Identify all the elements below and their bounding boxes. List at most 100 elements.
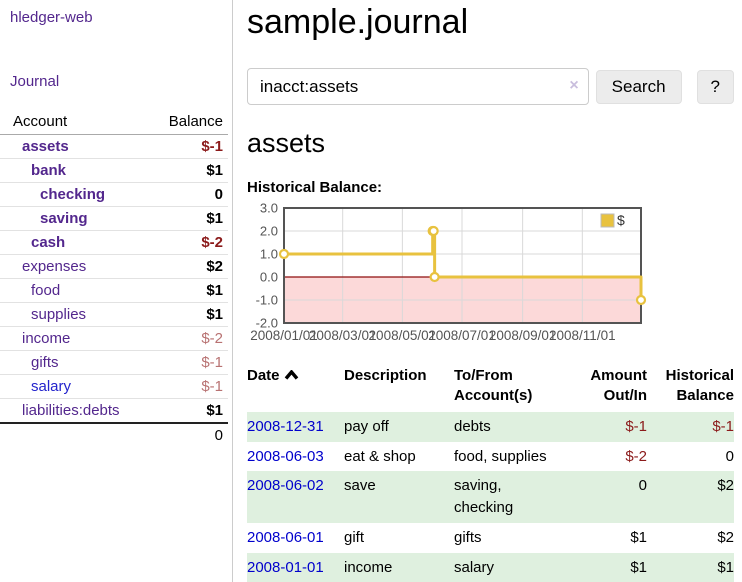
register-row: 2008-06-01 gift gifts $1 $2 bbox=[247, 523, 734, 553]
account-balance: $1 bbox=[142, 278, 228, 303]
sidebar-account-link[interactable]: food bbox=[31, 282, 61, 299]
transaction-accounts: gifts bbox=[454, 528, 482, 546]
sidebar: hledger-web Journal Account Balance asse… bbox=[0, 0, 233, 582]
transaction-balance: $1 bbox=[717, 558, 734, 576]
svg-text:-2.0: -2.0 bbox=[256, 316, 278, 331]
transaction-balance: 0 bbox=[725, 447, 734, 465]
account-balance: $2 bbox=[142, 254, 228, 279]
account-balance: $1 bbox=[142, 302, 228, 327]
account-balance: $-1 bbox=[142, 350, 228, 375]
transaction-accounts: food, supplies bbox=[454, 447, 547, 465]
column-header-balance: Historical Balance bbox=[665, 367, 734, 404]
chart-title: Historical Balance: bbox=[247, 179, 383, 196]
chart-svg: $3.0 2.0 1.0 0.0 -1.0 -2.02008/01/012008/03/0… bbox=[250, 201, 647, 343]
sidebar-account-link[interactable]: saving bbox=[40, 210, 88, 227]
transaction-balance: $2 bbox=[717, 477, 734, 495]
accounts-table: Account Balance assets $-1 bank $1 checking 0… bbox=[0, 110, 228, 447]
historical-balance-chart: $3.0 2.0 1.0 0.0 -1.0 -2.0 2008/01/01 2008/03/0… bbox=[247, 201, 734, 355]
sidebar-account-link[interactable]: gifts bbox=[31, 354, 59, 371]
column-header-date[interactable]: Date bbox=[247, 362, 344, 412]
svg-text:2008/05/01: 2008/05/01 bbox=[369, 328, 437, 343]
svg-text:2.0: 2.0 bbox=[260, 224, 278, 239]
account-balance: 0 bbox=[142, 182, 228, 207]
register-header-row: Date Description To/From Account(s) Amou… bbox=[247, 362, 734, 412]
transaction-description: pay off bbox=[344, 417, 389, 435]
account-balance: $-2 bbox=[142, 230, 228, 255]
account-row: assets $-1 bbox=[0, 134, 228, 159]
main-content: sample.journal × Search ? assets Histori… bbox=[247, 0, 742, 582]
transaction-amount: $1 bbox=[630, 528, 647, 546]
transaction-date-link[interactable]: 2008-06-02 bbox=[247, 477, 324, 495]
accounts-total-row: 0 bbox=[0, 422, 228, 447]
accounts-header-account: Account bbox=[0, 110, 143, 135]
sidebar-account-link[interactable]: expenses bbox=[22, 258, 87, 275]
register-row: 2008-06-03 eat & shop food, supplies $-2 0 bbox=[247, 442, 734, 472]
register-row: 2008-01-01 income salary $1 $1 bbox=[247, 552, 734, 582]
sidebar-account-link[interactable]: income bbox=[22, 330, 71, 347]
sort-ascending-icon bbox=[284, 366, 299, 386]
search-bar: × Search ? bbox=[247, 68, 734, 105]
accounts-header-balance: Balance bbox=[142, 110, 228, 135]
account-balance: $-1 bbox=[142, 134, 228, 159]
transaction-date-link[interactable]: 2008-06-01 bbox=[247, 528, 324, 546]
account-row: saving $1 bbox=[0, 206, 228, 231]
account-row: salary $-1 bbox=[0, 374, 228, 399]
transaction-description: eat & shop bbox=[344, 447, 416, 465]
register-table: Date Description To/From Account(s) Amou… bbox=[247, 362, 734, 582]
help-button[interactable]: ? bbox=[696, 69, 734, 104]
transaction-date-link[interactable]: 2008-01-01 bbox=[247, 558, 324, 576]
transaction-description: income bbox=[344, 558, 393, 576]
svg-text:0.0: 0.0 bbox=[260, 270, 278, 285]
account-row: checking 0 bbox=[0, 182, 228, 207]
sidebar-account-link[interactable]: salary bbox=[31, 378, 72, 395]
svg-text:3.0: 3.0 bbox=[260, 201, 278, 216]
accounts-total-value: 0 bbox=[142, 422, 228, 447]
transaction-balance: $-1 bbox=[712, 417, 734, 435]
register-row: 2008-06-02 save saving, checking 0 $2 bbox=[247, 471, 734, 523]
account-row: supplies $1 bbox=[0, 302, 228, 327]
account-balance: $-2 bbox=[142, 326, 228, 351]
search-button[interactable]: Search bbox=[595, 69, 682, 104]
sidebar-account-link[interactable]: liabilities:debts bbox=[22, 402, 120, 419]
svg-text:2008/11/01: 2008/11/01 bbox=[549, 328, 616, 343]
transaction-amount: $-1 bbox=[625, 417, 647, 435]
register-row: 2008-12-31 pay off debts $-1 $-1 bbox=[247, 411, 734, 442]
column-header-accounts: To/From Account(s) bbox=[454, 367, 533, 404]
sidebar-account-link[interactable]: cash bbox=[31, 234, 66, 251]
svg-text:2008/09/01: 2008/09/01 bbox=[489, 328, 557, 343]
sidebar-item-journal[interactable]: Journal bbox=[10, 73, 60, 90]
search-input[interactable] bbox=[247, 68, 589, 105]
account-row: liabilities:debts $1 bbox=[0, 398, 228, 424]
accounts-header-row: Account Balance bbox=[0, 110, 228, 135]
sidebar-account-link[interactable]: assets bbox=[22, 138, 69, 155]
transaction-accounts: debts bbox=[454, 417, 491, 435]
clear-search-icon[interactable]: × bbox=[569, 77, 579, 94]
account-row: gifts $-1 bbox=[0, 350, 228, 375]
svg-text:1.0: 1.0 bbox=[260, 247, 278, 262]
account-row: income $-2 bbox=[0, 326, 228, 351]
svg-text:2008/03/01: 2008/03/01 bbox=[309, 328, 377, 343]
transaction-accounts: saving, checking bbox=[454, 477, 514, 517]
transaction-description: save bbox=[344, 477, 376, 495]
sidebar-account-link[interactable]: bank bbox=[31, 162, 67, 179]
transaction-amount: 0 bbox=[638, 477, 647, 495]
transaction-amount: $-2 bbox=[625, 447, 647, 465]
transaction-date-link[interactable]: 2008-12-31 bbox=[247, 417, 324, 435]
app-brand-link[interactable]: hledger-web bbox=[10, 9, 93, 26]
sidebar-account-link[interactable]: checking bbox=[40, 186, 106, 203]
svg-text:$: $ bbox=[617, 212, 625, 228]
transaction-accounts: salary bbox=[454, 558, 495, 576]
account-balance: $1 bbox=[142, 206, 228, 231]
svg-text:-1.0: -1.0 bbox=[256, 293, 278, 308]
page-title: sample.journal bbox=[247, 3, 469, 41]
account-balance: $1 bbox=[142, 158, 228, 183]
transaction-date-link[interactable]: 2008-06-03 bbox=[247, 447, 324, 465]
sidebar-account-link[interactable]: supplies bbox=[31, 306, 87, 323]
account-row: cash $-2 bbox=[0, 230, 228, 255]
account-balance: $1 bbox=[142, 398, 228, 424]
transaction-description: gift bbox=[344, 528, 365, 546]
transaction-balance: $2 bbox=[717, 528, 734, 546]
column-header-amount: Amount Out/In bbox=[590, 367, 647, 404]
transaction-amount: $1 bbox=[630, 558, 647, 576]
account-row: food $1 bbox=[0, 278, 228, 303]
